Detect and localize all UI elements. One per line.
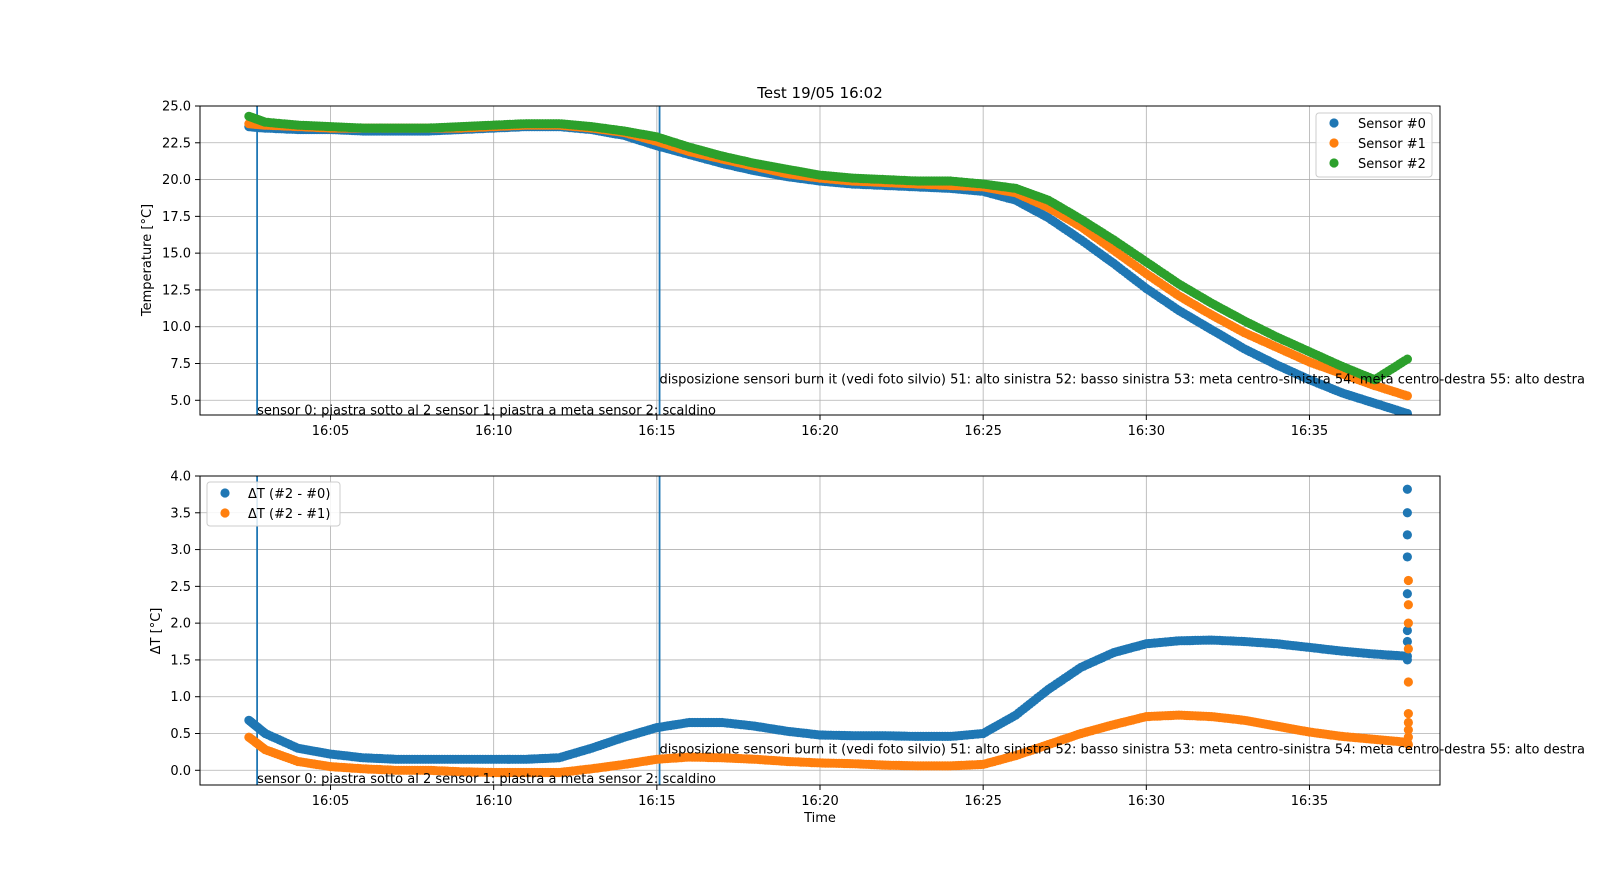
x-axis-ticks: 16:05 16:10 16:15 16:20 16:25 16:30 16:35 bbox=[312, 785, 1328, 809]
data-point bbox=[1402, 530, 1412, 540]
x-tick-label: 16:25 bbox=[964, 424, 1001, 439]
x-tick-label: 16:30 bbox=[1128, 794, 1165, 809]
data-point bbox=[1403, 739, 1413, 750]
data-point bbox=[1402, 636, 1412, 647]
x-tick-label: 16:20 bbox=[801, 794, 838, 809]
x-tick-label: 16:05 bbox=[312, 794, 349, 809]
y-axis-label: ΔT [°C] bbox=[149, 608, 164, 655]
x-tick-label: 16:10 bbox=[475, 794, 512, 809]
y-tick-label: 17.5 bbox=[162, 210, 191, 225]
y-tick-label: 1.5 bbox=[170, 653, 191, 668]
series-1-tail-points bbox=[1403, 575, 1413, 750]
y-tick-label: 2.5 bbox=[170, 580, 191, 595]
series-1-points bbox=[244, 710, 1412, 778]
legend-box bbox=[1315, 112, 1433, 178]
data-point bbox=[1402, 484, 1412, 494]
series-0-points bbox=[244, 635, 1412, 764]
series-2-points bbox=[244, 111, 1412, 385]
legend-marker-sensor-1 bbox=[1329, 138, 1339, 148]
y-tick-label: 15.0 bbox=[162, 247, 191, 262]
data-point bbox=[1403, 575, 1413, 586]
legend-box bbox=[206, 481, 341, 527]
legend-label-sensor-2: Sensor #2 bbox=[1358, 157, 1426, 172]
y-axis-ticks: 5.0 7.5 10.0 12.5 15.0 17.5 20.0 22.5 25.0 bbox=[162, 100, 200, 409]
data-point bbox=[1402, 552, 1412, 562]
y-tick-label: 7.5 bbox=[170, 357, 191, 372]
data-point bbox=[1403, 717, 1413, 728]
data-points bbox=[244, 111, 1412, 415]
y-tick-label: 3.5 bbox=[170, 506, 191, 521]
x-axis-ticks: 16:05 16:10 16:15 16:20 16:25 16:30 16:35 bbox=[312, 415, 1328, 439]
legend: Sensor #0 Sensor #1 Sensor #2 bbox=[1315, 112, 1433, 178]
data-point bbox=[1403, 732, 1413, 742]
data-point bbox=[1403, 677, 1413, 687]
y-tick-label: 12.5 bbox=[162, 283, 191, 298]
x-tick-label: 16:15 bbox=[638, 794, 675, 809]
legend-marker-sensor-2 bbox=[1329, 158, 1339, 168]
data-point bbox=[1402, 391, 1412, 401]
grid bbox=[200, 105, 1440, 415]
series-0-tail-points bbox=[1402, 484, 1412, 665]
delta-temperature-chart: 16:05 16:10 16:15 16:20 16:25 16:30 16:35 0.00… bbox=[149, 470, 1585, 827]
x-tick-label: 16:35 bbox=[1291, 794, 1328, 809]
x-tick-label: 16:30 bbox=[1128, 424, 1165, 439]
annotation-text: sensor 0: piastra sotto al 2 sensor 1: p… bbox=[257, 772, 716, 787]
legend-label-sensor-1: Sensor #1 bbox=[1358, 137, 1426, 152]
data-point bbox=[1403, 644, 1413, 654]
data-point bbox=[1402, 589, 1412, 599]
legend: ΔT (#2 - #0) ΔT (#2 - #1) bbox=[206, 481, 341, 527]
x-tick-label: 16:25 bbox=[964, 794, 1001, 809]
data-point bbox=[1403, 709, 1413, 719]
legend-label-sensor-0: Sensor #0 bbox=[1358, 117, 1426, 132]
legend-label-delta-2-0: ΔT (#2 - #0) bbox=[248, 487, 330, 502]
data-points bbox=[244, 484, 1413, 778]
annotation-text: sensor 0: piastra sotto al 2 sensor 1: p… bbox=[257, 403, 716, 418]
temperature-chart: Test 19/05 16:02 16:05 16:10 16:15 16:20 16:… bbox=[140, 84, 1585, 439]
y-tick-label: 2.0 bbox=[170, 617, 191, 632]
y-tick-label: 20.0 bbox=[162, 173, 191, 188]
x-tick-label: 16:05 bbox=[312, 424, 349, 439]
x-tick-label: 16:15 bbox=[638, 424, 675, 439]
data-point bbox=[1402, 354, 1412, 364]
y-tick-label: 5.0 bbox=[170, 394, 191, 409]
legend-marker-delta-2-1 bbox=[220, 508, 230, 518]
annotation-text: disposizione sensori burn it (vedi foto … bbox=[660, 373, 1585, 388]
annotations: sensor 0: piastra sotto al 2 sensor 1: p… bbox=[257, 743, 1585, 787]
data-point bbox=[1402, 508, 1412, 518]
y-tick-label: 3.0 bbox=[170, 543, 191, 558]
x-tick-label: 16:20 bbox=[801, 424, 838, 439]
legend-marker-sensor-0 bbox=[1329, 118, 1339, 128]
y-tick-label: 1.0 bbox=[170, 690, 191, 705]
data-point bbox=[1403, 725, 1413, 735]
data-point bbox=[1402, 408, 1412, 415]
x-tick-label: 16:35 bbox=[1291, 424, 1328, 439]
legend-label-delta-2-1: ΔT (#2 - #1) bbox=[248, 507, 330, 522]
x-axis-label: Time bbox=[803, 811, 836, 826]
legend-marker-delta-2-0 bbox=[220, 488, 230, 498]
y-axis-ticks: 0.0 0.5 1.0 1.5 2.0 2.5 3.0 3.5 4.0 bbox=[170, 470, 200, 779]
data-point bbox=[1403, 600, 1413, 610]
vertical-markers bbox=[256, 106, 661, 415]
annotations: sensor 0: piastra sotto al 2 sensor 1: p… bbox=[257, 373, 1585, 419]
data-point bbox=[1402, 655, 1412, 665]
vertical-markers bbox=[256, 476, 661, 785]
y-tick-label: 22.5 bbox=[162, 136, 191, 151]
y-axis-label: Temperature [°C] bbox=[140, 204, 155, 317]
series-1-points bbox=[244, 119, 1412, 401]
y-tick-label: 0.0 bbox=[170, 764, 191, 779]
annotation-text: disposizione sensori burn it (vedi foto … bbox=[660, 743, 1585, 758]
y-tick-label: 4.0 bbox=[170, 470, 191, 485]
x-tick-label: 16:10 bbox=[475, 424, 512, 439]
data-point bbox=[1403, 618, 1413, 628]
y-tick-label: 0.5 bbox=[170, 727, 191, 742]
chart-title: Test 19/05 16:02 bbox=[756, 84, 883, 102]
y-tick-label: 25.0 bbox=[162, 100, 191, 115]
y-tick-label: 10.0 bbox=[162, 320, 191, 335]
data-point bbox=[1402, 625, 1412, 636]
